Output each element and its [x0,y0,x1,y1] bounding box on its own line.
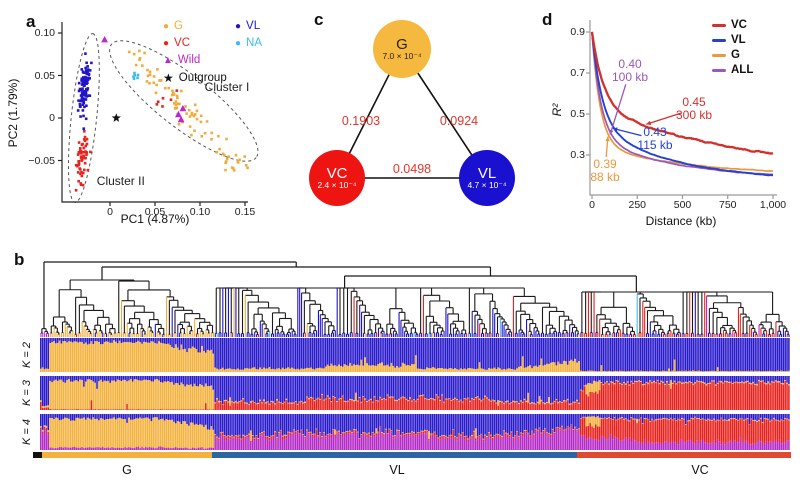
ld-x-axis-label: Distance (kb) [645,214,717,228]
pca-y-tick-label: 0.05 [34,69,55,82]
annotation-r2-value: 0.40 [618,57,642,71]
pca-x-tick-label: 0 [107,206,113,218]
pca-x-tick-label: 0.10 [189,206,211,218]
node-label: VL [477,164,497,182]
ld-annotation-vc: 0.45 300 kb [676,96,712,122]
circle-marker-icon: ● [235,20,242,32]
pca-legend-item-vl: ● VL [235,20,260,32]
population-bar-segment-1 [42,452,212,458]
annotation-r2-value: 0.39 [593,157,617,171]
ld-y-tick-label: 0.5 [570,108,585,120]
annotation-distance: 88 kb [590,170,620,184]
ld-legend-label-all: ALL [731,64,754,76]
pca-legend-label: NA [246,37,263,49]
ld-x-tick-label: 750 [718,199,737,211]
pca-y-tick-label: −0.05 [28,154,55,167]
admixture-k3-canvas [40,376,790,410]
ld-x-tick-label: 0 [589,199,595,211]
admixture-k4-canvas [40,414,790,450]
pca-legend-item-wild: ▲ Wild [163,54,200,66]
ld-y-tick-label: 0.7 [570,67,585,79]
pca-legend-label: VL [246,20,261,32]
k-label-3: K = 3 [21,380,33,406]
ld-legend-swatch-g [712,54,726,57]
k-label-4: K = 4 [21,419,33,445]
population-group-label-g: G [122,463,132,477]
ld-x-tick-label: 250 [628,199,647,211]
pca-y-tick-label: 0 [49,112,55,124]
population-bar-segment-0 [33,452,42,458]
admixture-k2-canvas [40,338,790,372]
pca-legend-label: Outgroup [178,72,227,84]
node-label: G [396,35,408,53]
ld-decay-canvas [545,8,795,238]
pca-plot-canvas [30,8,280,238]
ld-x-tick-label: 500 [673,199,692,211]
node-label: VC [326,164,348,182]
population-group-label-vl: VL [389,463,405,477]
pca-legend-item-na: ● NA [235,37,262,49]
network-edge-label: 0.0924 [439,114,479,128]
ld-x-tick-label: 1,000 [759,199,787,211]
network-edge-label: 0.1903 [341,114,381,128]
ld-annotation-all: 0.40 100 kb [612,58,648,84]
pca-x-tick-label: 0.15 [234,206,256,218]
ld-legend-swatch-all [712,69,726,72]
ld-annotation-vl: 0.43 115 kb [637,126,672,152]
star-marker-icon: ★ [163,71,174,85]
cluster-label: Cluster I [204,80,250,95]
pca-legend-item-vc: ● VC [163,37,190,49]
triangle-marker-icon: ▲ [163,54,173,66]
pca-legend-item-g: ● G [163,20,183,32]
k-label-2: K = 2 [21,342,33,368]
pca-legend-label: G [174,20,183,32]
pca-x-tick-label: 0.05 [144,206,166,218]
annotation-distance: 115 kb [637,138,673,152]
circle-marker-icon: ● [163,37,170,49]
panel-letter-c: c [314,10,324,29]
panel-letter-b: b [14,250,25,269]
ld-legend-label-g: G [731,49,740,61]
pca-legend-label: VC [174,37,191,49]
cluster-label: Cluster II [96,173,145,188]
pca-legend-label: Wild [177,54,201,66]
annotation-r2-value: 0.45 [682,95,706,109]
node-value: 7.0 × 10⁻⁴ [382,51,422,62]
ld-legend-swatch-vl [712,39,726,42]
population-group-label-vc: VC [691,463,709,477]
pca-y-tick-label: 0.10 [34,27,55,39]
ld-legend-label-vl: VL [731,34,746,46]
circle-marker-icon: ● [235,37,242,49]
node-value: 4.7 × 10⁻⁴ [467,180,507,191]
ld-y-tick-label: 0.9 [570,26,585,38]
pca-legend-item-outgroup: ★ Outgroup [163,71,227,85]
ld-legend-swatch-vc [712,24,726,27]
network-node-g: G 7.0 × 10⁻⁴ [373,20,431,78]
annotation-distance: 100 kb [611,70,649,84]
annotation-r2-value: 0.43 [643,125,667,139]
population-bar-segment-3 [577,452,791,458]
node-value: 2.4 × 10⁻⁴ [317,180,357,191]
annotation-distance: 300 kb [675,108,713,122]
network-edge-label: 0.0498 [392,162,432,176]
ld-y-tick-label: 0.3 [570,149,585,161]
dendrogram-canvas [40,257,790,337]
ld-legend-label-vc: VC [731,19,747,31]
circle-marker-icon: ● [163,20,170,32]
network-node-vc: VC 2.4 × 10⁻⁴ [309,150,365,206]
ld-annotation-g: 0.39 88 kb [590,158,619,184]
pca-x-axis-label: PC1 (4.87%) [120,212,190,226]
network-node-vl: VL 4.7 × 10⁻⁴ [459,150,515,206]
population-bar-segment-2 [212,452,577,458]
